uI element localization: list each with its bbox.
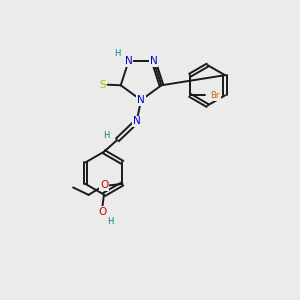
Text: H: H [114,49,120,58]
Text: N: N [150,56,158,66]
Text: H: H [108,217,114,226]
Text: H: H [103,131,109,140]
Text: O: O [98,207,106,217]
Text: O: O [100,180,108,190]
Text: S: S [99,80,106,90]
Text: N: N [133,116,140,127]
Text: N: N [137,95,145,105]
Text: Br: Br [211,91,220,100]
Text: N: N [124,56,132,66]
